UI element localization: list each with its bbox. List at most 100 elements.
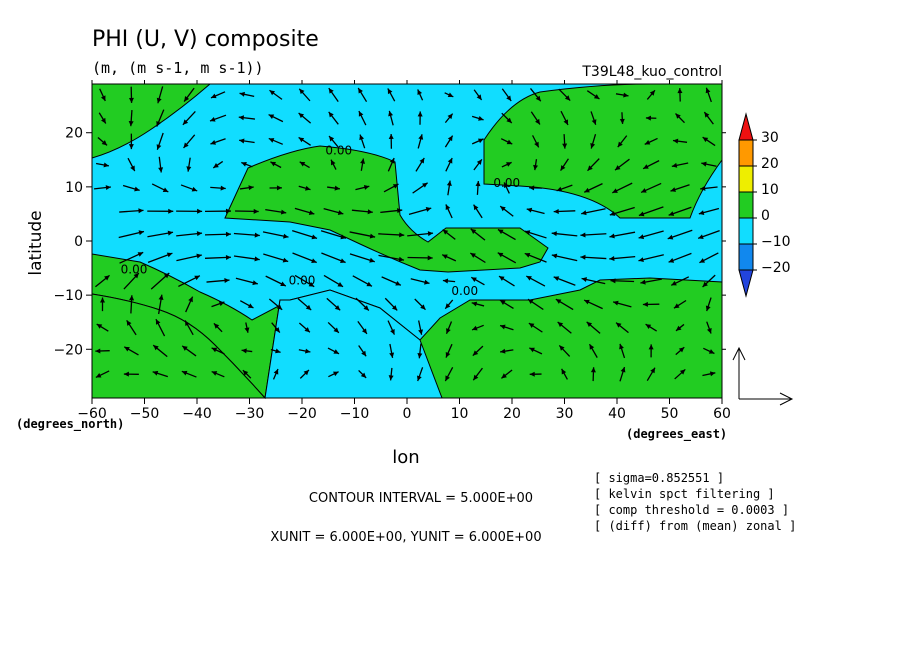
wind-vector xyxy=(99,88,106,102)
wind-vector xyxy=(151,183,169,193)
wind-vector xyxy=(204,254,232,260)
wind-vector xyxy=(183,134,196,149)
unit-vector-text: XUNIT = 6.000E+00, YUNIT = 6.000E+00 xyxy=(270,530,541,545)
wind-vector xyxy=(96,323,109,332)
x-tick-label: 60 xyxy=(713,406,731,422)
contour-label: 0.00 xyxy=(493,176,520,190)
wind-vector xyxy=(270,348,281,354)
wind-vector xyxy=(586,90,600,100)
wind-vector xyxy=(609,255,636,261)
y-axis-label: latitude xyxy=(26,210,46,275)
note-diff: [ (diff) from (mean) zonal ] xyxy=(594,519,796,533)
wind-vector xyxy=(668,252,692,263)
wind-vector xyxy=(298,322,311,333)
wind-vector xyxy=(705,297,712,312)
wind-vector xyxy=(360,158,366,171)
wind-vector xyxy=(617,135,628,148)
wind-vector xyxy=(359,134,366,149)
wind-vector xyxy=(152,344,168,358)
wind-vector xyxy=(294,207,315,216)
wind-vector xyxy=(418,320,424,335)
note-sigma: [ sigma=0.852551 ] xyxy=(594,471,724,485)
wind-vector xyxy=(388,133,394,149)
wind-vector xyxy=(473,158,483,171)
x-axis-label: lon xyxy=(392,447,419,468)
wind-vector xyxy=(294,274,315,288)
wind-vector xyxy=(292,252,317,264)
wind-vector xyxy=(551,253,578,262)
wind-vector xyxy=(351,209,373,215)
x-tick-label: −40 xyxy=(182,406,212,422)
wind-vector xyxy=(381,276,402,286)
wind-vector xyxy=(326,297,341,311)
wind-vector xyxy=(119,208,144,214)
wind-vector xyxy=(441,254,457,262)
wind-vector xyxy=(210,91,226,99)
x-tick-label: 20 xyxy=(503,406,521,422)
wind-vector xyxy=(612,300,632,308)
x-tick-label: 40 xyxy=(608,406,626,422)
colorbar-swatch xyxy=(738,217,754,245)
positive-region-northwest xyxy=(91,83,212,159)
wind-vector xyxy=(355,297,370,311)
wind-vector xyxy=(265,208,287,215)
note-threshold: [ comp threshold = 0.0003 ] xyxy=(594,503,789,517)
wind-vector xyxy=(499,205,514,217)
wind-vector xyxy=(408,207,432,216)
colorbar-label: 20 xyxy=(761,156,779,172)
wind-vector xyxy=(265,275,287,287)
wind-vector xyxy=(471,301,485,307)
wind-vector xyxy=(358,110,367,126)
wind-vector xyxy=(270,161,282,169)
wind-vector xyxy=(526,207,545,215)
wind-vector xyxy=(97,136,108,146)
wind-vector xyxy=(181,370,197,378)
wind-vector xyxy=(388,110,394,126)
wind-vector xyxy=(703,347,715,355)
wind-vector xyxy=(357,87,368,103)
wind-vector xyxy=(640,182,662,194)
wind-vector xyxy=(358,369,367,379)
wind-vector xyxy=(327,321,340,334)
wind-vector xyxy=(417,343,423,359)
wind-vector xyxy=(299,161,310,169)
wind-vector xyxy=(156,109,165,127)
wind-vector xyxy=(560,110,569,126)
y-tick-label: −10 xyxy=(53,288,83,304)
wind-vector xyxy=(262,231,289,239)
wind-vector xyxy=(674,368,686,380)
wind-vector xyxy=(156,86,164,104)
wind-vector xyxy=(210,185,226,191)
wind-vector xyxy=(642,301,660,307)
wind-vector xyxy=(444,113,454,124)
wind-vector xyxy=(642,160,660,170)
wind-vector xyxy=(469,252,486,264)
wind-vector xyxy=(328,111,339,125)
wind-vector xyxy=(530,111,541,125)
wind-vector xyxy=(147,208,174,214)
positive-region-northeast xyxy=(483,83,723,219)
wind-vector xyxy=(700,185,718,191)
wind-vector xyxy=(640,278,662,285)
wind-vector xyxy=(417,367,424,382)
wind-vector xyxy=(558,88,571,102)
wind-vector xyxy=(272,368,279,380)
wind-vector xyxy=(211,301,225,308)
wind-vector xyxy=(501,88,512,102)
wind-vector xyxy=(558,344,571,357)
x-tick-label: −50 xyxy=(130,406,160,422)
wind-vector xyxy=(178,275,201,288)
wind-vector xyxy=(675,113,685,124)
wind-vector xyxy=(527,298,544,311)
wind-vector xyxy=(268,137,283,145)
x-tick-label: 30 xyxy=(556,406,574,422)
wind-vector xyxy=(445,343,453,358)
colorbar-swatch xyxy=(738,165,754,193)
wind-vector xyxy=(612,182,633,194)
chart-subtitle: (m, (m s-1, m s-1)) xyxy=(92,59,264,77)
wind-vector xyxy=(473,89,483,101)
wind-vector xyxy=(389,343,395,358)
wind-vector xyxy=(126,319,137,336)
wind-vector xyxy=(619,366,626,382)
wind-vector xyxy=(444,92,454,98)
